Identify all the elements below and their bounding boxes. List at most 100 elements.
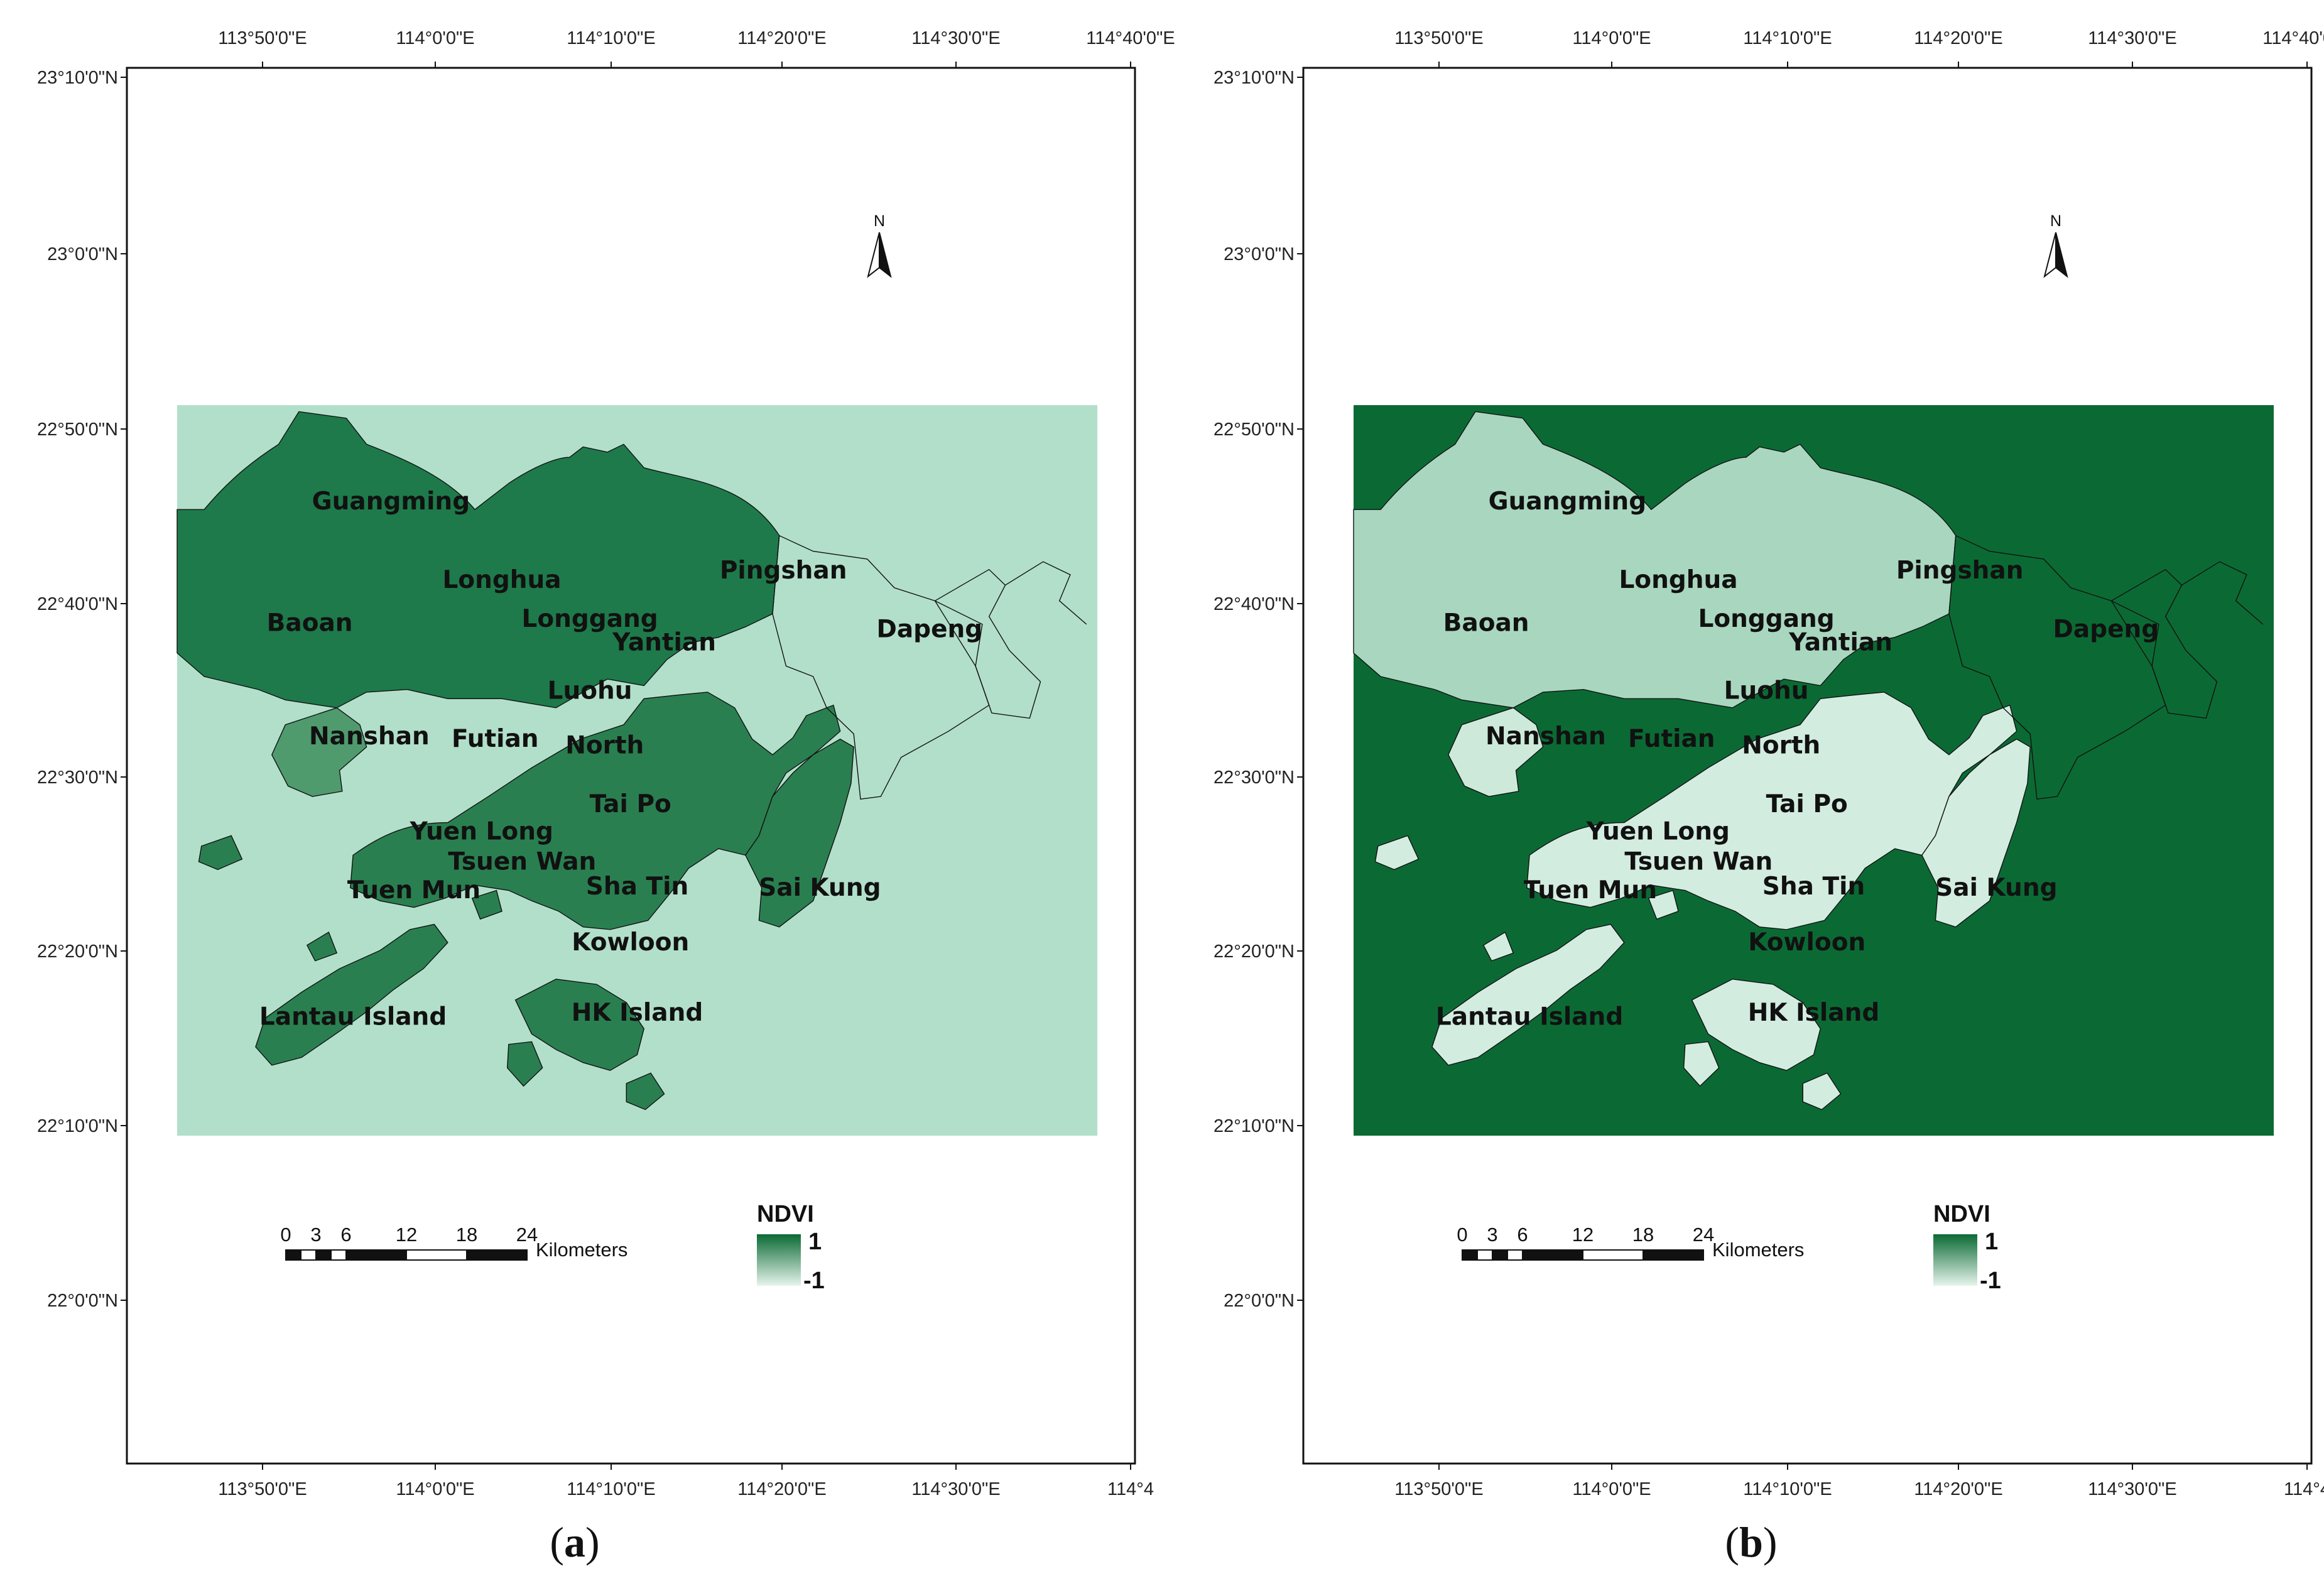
place-label: Longgang [1698,605,1834,633]
latitude-label: 22°30'0"N [1214,768,1295,788]
latitude-label: 22°40'0"N [37,594,118,614]
place-label: Pingshan [1896,557,2024,585]
longitude-label-bottom: 114°30'0"E [2088,1479,2176,1499]
place-label: Baoan [267,609,353,637]
place-label: Sai Kung [759,874,881,902]
longitude-label-top: 114°20'0"E [1914,28,2002,48]
longitude-label-top: 114°30'0"E [911,28,1000,48]
longitude-label-bottom: 114°10'0"E [567,1479,655,1499]
place-label: HK Island [1748,999,1880,1027]
legend-min-label: -1 [1980,1268,2001,1294]
latitude-label: 23°0'0"N [47,244,118,264]
latitude-label: 22°30'0"N [37,768,118,788]
place-label: Dapeng [2053,616,2159,644]
legend-title: NDVI [757,1201,814,1227]
latitude-label: 22°20'0"N [37,942,118,962]
place-label: Tai Po [590,790,671,818]
place-label: Longhua [1619,566,1737,594]
latitude-label: 22°50'0"N [37,420,118,440]
longitude-label-bottom: 114°20'0"E [737,1479,826,1499]
land-areas [176,411,1087,1111]
place-label: Luohu [1724,676,1809,705]
place-label: Longhua [442,566,561,594]
scale-tick-label: 24 [1693,1224,1714,1246]
place-label: Tuen Mun [1524,876,1657,905]
place-label: Kowloon [572,928,689,957]
place-label: Pingshan [720,557,847,585]
longitude-label-bottom: 113°50'0"E [1394,1479,1483,1499]
latitude-label: 23°10'0"N [1214,68,1295,88]
latitude-label: 22°0'0"N [1224,1291,1295,1311]
scale-tick-label: 6 [1517,1224,1528,1246]
map-frame [126,67,1136,1465]
latitude-label: 23°10'0"N [37,68,118,88]
longitude-label-top: 114°0'0"E [396,28,474,48]
scale-unit-label: Kilometers [1712,1239,1804,1261]
longitude-label-bottom: 114°4 [1107,1479,1154,1499]
latitude-label: 22°40'0"N [1214,594,1295,614]
latitude-label: 22°0'0"N [47,1291,118,1311]
scale-tick-label: 3 [1487,1224,1497,1246]
place-label: Yantian [1788,628,1892,656]
coastline [1005,561,1087,625]
place-label: Tsuen Wan [448,847,596,876]
place-label: Futian [1628,725,1715,753]
place-label: Nanshan [1485,722,1606,751]
scale-tick-label: 0 [1457,1224,1467,1246]
north-arrow-icon: N [867,212,892,278]
longitude-label-top: 114°30'0"E [2088,28,2176,48]
place-label: Luohu [548,676,633,705]
place-label: Kowloon [1748,928,1865,957]
place-label: Futian [452,725,539,753]
place-label: Lantau Island [1436,1002,1623,1031]
north-arrow-icon: N [2043,212,2068,278]
longitude-label-top: 113°50'0"E [218,28,307,48]
longitude-label-top: 114°10'0"E [567,28,655,48]
longitude-label-top: 114°20'0"E [737,28,826,48]
coastline [2181,561,2264,625]
scale-tick-label: 6 [340,1224,351,1246]
place-label: Nanshan [309,722,430,751]
place-label: Lantau Island [259,1002,447,1031]
place-label: Guangming [312,487,470,516]
place-label: HK Island [572,999,703,1027]
scale-tick-label: 3 [310,1224,321,1246]
scale-tick-label: 0 [280,1224,291,1246]
place-label: Dapeng [876,616,982,644]
legend-color-ramp [1933,1234,1977,1286]
legend-max-label: 1 [808,1229,822,1255]
place-label: Guangming [1489,487,1646,516]
scale-tick-label: 12 [1572,1224,1594,1246]
scale-unit-label: Kilometers [536,1239,627,1261]
panel-caption: (b) [1725,1518,1777,1566]
place-label: Yuen Long [1586,818,1730,846]
longitude-label-bottom: 114°20'0"E [1914,1479,2002,1499]
longitude-label-bottom: 114°0'0"E [396,1479,474,1499]
place-label: Yuen Long [410,818,553,846]
legend-min-label: -1 [803,1268,825,1294]
longitude-label-bottom: 114°10'0"E [1743,1479,1832,1499]
place-label: North [565,732,644,760]
legend-max-label: 1 [1985,1229,1998,1255]
latitude-label: 22°20'0"N [1214,942,1295,962]
legend-color-ramp [757,1234,801,1286]
latitude-label: 23°0'0"N [1224,244,1295,264]
longitude-label-bottom: 114°4 [2284,1479,2324,1499]
map-panel-a: Guangming Longhua Pingshan Baoan LonggangYan… [37,28,1175,1566]
scale-tick-label: 24 [516,1224,538,1246]
north-label: N [874,212,885,230]
longitude-label-bottom: 113°50'0"E [218,1479,307,1499]
map-panel-b: Guangming Longhua Pingshan Baoan LonggangYan… [1214,28,2324,1566]
longitude-label-top: 114°40'0"E [1086,28,1175,48]
longitude-label-top: 114°40'0"E [2262,28,2324,48]
longitude-label-top: 114°0'0"E [1572,28,1651,48]
place-label: Sha Tin [1762,872,1865,901]
latitude-label: 22°10'0"N [1214,1116,1295,1136]
panel-caption: (a) [550,1518,599,1566]
longitude-label-top: 114°10'0"E [1743,28,1832,48]
longitude-label-bottom: 114°0'0"E [1572,1479,1651,1499]
panel-letter: a [564,1518,585,1566]
place-label: Tuen Mun [347,876,481,905]
